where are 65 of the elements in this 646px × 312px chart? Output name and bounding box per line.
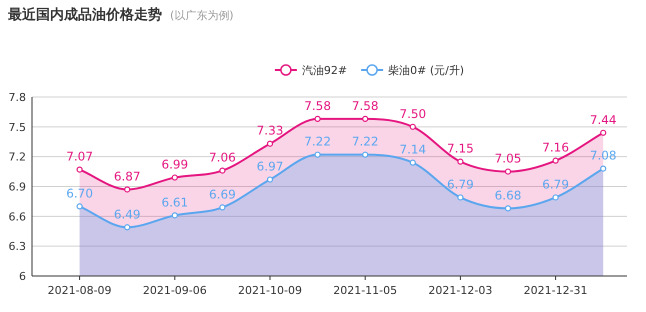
point — [76, 166, 83, 173]
point — [172, 174, 178, 181]
y-tick-label: 6.9 — [8, 180, 26, 194]
x-tick-label: 2021-08-09 — [48, 284, 112, 297]
x-tick-label: 2021-12-31 — [524, 284, 588, 297]
y-tick-label: 6.6 — [8, 210, 26, 224]
data-label: 7.07 — [66, 150, 93, 164]
point — [124, 224, 130, 230]
point — [266, 140, 274, 147]
data-label: 6.79 — [542, 177, 569, 192]
point — [552, 194, 559, 201]
point — [314, 116, 321, 122]
point — [76, 203, 83, 210]
point — [219, 167, 226, 174]
point — [457, 194, 464, 201]
y-tick-label: 7.5 — [8, 120, 26, 134]
data-label: 7.33 — [256, 124, 284, 138]
data-label: 7.58 — [352, 98, 379, 113]
data-label: 6.97 — [256, 160, 284, 174]
data-label: 7.58 — [304, 98, 331, 113]
point — [600, 166, 606, 172]
point — [362, 116, 368, 122]
y-tick-label: 7.8 — [8, 91, 26, 104]
y-tick-label: 7.2 — [8, 150, 26, 164]
x-tick-label: 2021-12-03 — [428, 284, 492, 297]
point — [457, 158, 464, 165]
data-label: 7.16 — [542, 140, 569, 155]
data-label: 7.14 — [399, 142, 426, 157]
point — [266, 176, 274, 183]
point — [219, 204, 226, 210]
data-label: 6.79 — [447, 177, 474, 192]
data-label: 7.22 — [304, 134, 331, 149]
data-label: 6.69 — [209, 187, 236, 202]
data-label: 7.22 — [352, 134, 379, 149]
point — [552, 158, 559, 164]
point — [362, 152, 368, 158]
y-tick-label: 6 — [19, 270, 26, 283]
data-label: 6.61 — [161, 195, 188, 210]
point — [410, 160, 416, 166]
data-label: 6.68 — [494, 188, 522, 202]
y-tick-label: 6.3 — [8, 240, 26, 254]
point — [504, 205, 512, 212]
legend-label: 柴油0# (元/升) — [388, 64, 464, 77]
point — [124, 186, 130, 193]
chart-subtitle: (以广东为例) — [170, 9, 234, 22]
data-label: 7.05 — [494, 152, 522, 166]
legend-label: 汽油92# — [302, 64, 348, 77]
data-label: 6.49 — [114, 207, 141, 222]
x-tick-label: 2021-09-06 — [142, 284, 207, 297]
data-label: 6.87 — [114, 169, 141, 184]
chart-title: 最近国内成品油价格走势 — [7, 6, 162, 23]
data-label: 7.08 — [590, 148, 617, 163]
data-label: 7.44 — [590, 112, 617, 127]
point — [600, 130, 606, 136]
x-tick-label: 2021-11-05 — [333, 284, 398, 297]
data-label: 6.99 — [161, 158, 188, 172]
data-label: 6.70 — [66, 186, 93, 200]
data-label: 7.50 — [399, 106, 426, 121]
point — [410, 124, 416, 130]
data-label: 7.06 — [209, 150, 236, 165]
point — [314, 152, 321, 158]
point — [504, 168, 512, 175]
x-tick-label: 2021-10-09 — [238, 284, 302, 297]
point — [172, 212, 178, 218]
data-label: 7.15 — [447, 142, 474, 156]
